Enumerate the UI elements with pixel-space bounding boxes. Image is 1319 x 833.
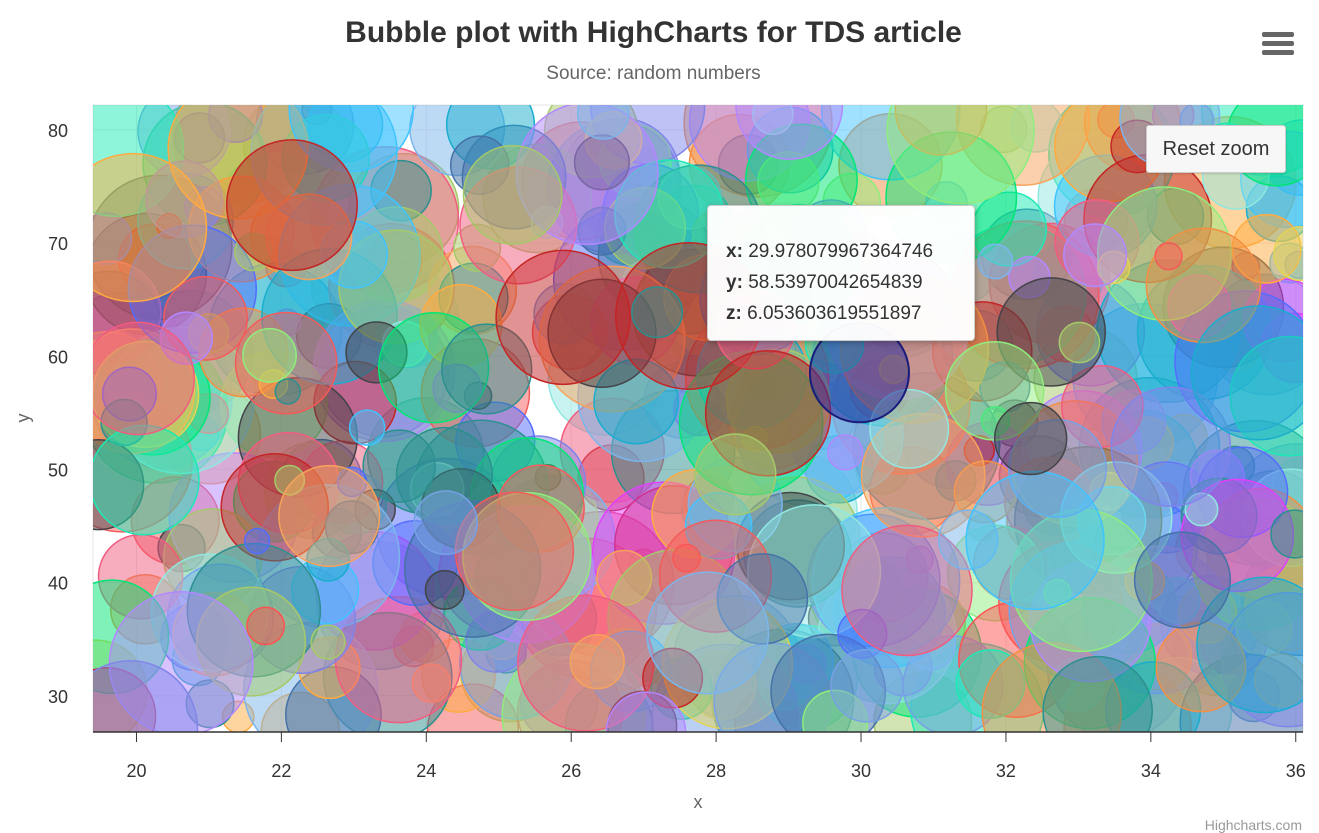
y-tick-label: 70: [48, 234, 68, 254]
bubble-point[interactable]: [90, 424, 200, 536]
bubble-point[interactable]: [569, 634, 625, 690]
bubble-point[interactable]: [735, 53, 844, 160]
bubble-point[interactable]: [462, 144, 563, 245]
bubble-layer[interactable]: [44, 42, 1319, 796]
bubble-point[interactable]: [424, 569, 465, 611]
x-tick-label: 22: [271, 761, 291, 781]
tooltip-y-row: y: 58.53970042654839: [726, 267, 974, 298]
bubble-point[interactable]: [225, 139, 358, 272]
point-tooltip: x: 29.978079967364746 y: 58.539700426548…: [707, 205, 975, 341]
bubble-point[interactable]: [841, 524, 973, 657]
y-tick-label: 40: [48, 574, 68, 594]
bubble-point[interactable]: [1273, 226, 1319, 282]
x-axis-label: x: [694, 792, 703, 812]
bubble-point[interactable]: [1042, 655, 1153, 766]
tooltip-y-value: 58.53970042654839: [748, 272, 923, 293]
y-axis-label: y: [13, 414, 33, 423]
x-tick-label: 34: [1141, 761, 1161, 781]
bubble-point[interactable]: [242, 327, 297, 383]
bubble-point[interactable]: [830, 648, 904, 723]
bubble-point[interactable]: [977, 243, 1014, 280]
tooltip-y-label: y:: [726, 272, 743, 293]
bubble-point[interactable]: [59, 152, 208, 303]
bubble-point[interactable]: [278, 464, 381, 568]
bubble-point[interactable]: [413, 490, 479, 556]
bubble-point[interactable]: [631, 286, 684, 339]
x-tick-label: 36: [1286, 761, 1306, 781]
bubble-point[interactable]: [1154, 241, 1183, 271]
x-tick-label: 26: [561, 761, 581, 781]
reset-zoom-button[interactable]: Reset zoom: [1146, 125, 1286, 173]
bubble-point[interactable]: [274, 378, 301, 405]
tooltip-z-row: z: 6.053603619551897: [726, 298, 974, 329]
tooltip-z-label: z:: [726, 303, 742, 324]
bubble-point[interactable]: [694, 433, 777, 516]
x-tick-label: 32: [996, 761, 1016, 781]
y-tick-label: 30: [48, 687, 68, 707]
bubble-point[interactable]: [244, 527, 271, 555]
bubble-point[interactable]: [1110, 386, 1232, 507]
bubble-point[interactable]: [1196, 576, 1319, 714]
tooltip-x-row: x: 29.978079967364746: [726, 236, 974, 267]
credits-link[interactable]: Highcharts.com: [1204, 817, 1302, 833]
bubble-point[interactable]: [1270, 509, 1319, 559]
y-tick-label: 60: [48, 347, 68, 367]
bubble-point[interactable]: [1063, 223, 1128, 288]
x-tick-label: 28: [706, 761, 726, 781]
bubble-point[interactable]: [827, 434, 864, 471]
chart-title: Bubble plot with HighCharts for TDS arti…: [345, 16, 962, 49]
tooltip-x-label: x:: [726, 241, 743, 262]
bubble-point[interactable]: [82, 321, 195, 436]
bubble-point[interactable]: [495, 249, 631, 386]
bubble-point[interactable]: [1190, 305, 1319, 441]
tooltip-x-value: 29.978079967364746: [748, 241, 934, 262]
y-tick-label: 50: [48, 460, 68, 480]
hamburger-menu-icon[interactable]: [1262, 32, 1294, 60]
bubble-point[interactable]: [646, 571, 770, 695]
bubble-point[interactable]: [63, 660, 199, 796]
bubble-point[interactable]: [1133, 531, 1232, 629]
x-tick-label: 24: [416, 761, 436, 781]
tooltip-z-value: 6.053603619551897: [747, 303, 922, 324]
y-tick-label: 80: [48, 121, 68, 141]
bubble-point[interactable]: [348, 409, 386, 446]
bubble-point[interactable]: [965, 470, 1105, 611]
x-tick-label: 20: [126, 761, 146, 781]
bubble-point[interactable]: [993, 401, 1068, 476]
x-tick-label: 30: [851, 761, 871, 781]
bubble-point[interactable]: [886, 57, 1035, 205]
axis-layer: 20 22 24 26 28 30 32 34 36 30 40 50 60 70 80: [48, 121, 1306, 781]
bubble-point[interactable]: [576, 88, 630, 140]
bubble-point[interactable]: [310, 624, 346, 660]
chart-subtitle: Source: random numbers: [546, 63, 761, 84]
bubble-point[interactable]: [246, 606, 286, 646]
bubble-point[interactable]: [1058, 321, 1101, 364]
